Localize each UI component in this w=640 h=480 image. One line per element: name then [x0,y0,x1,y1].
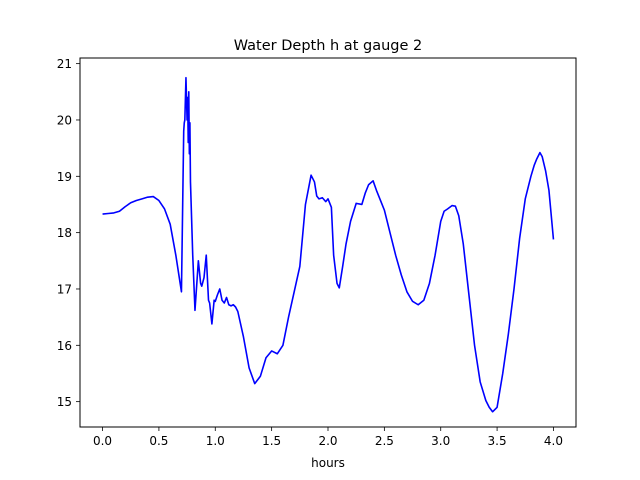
y-tick-label: 20 [57,113,72,127]
y-tick-label: 15 [57,395,72,409]
x-tick-label: 1.0 [206,434,225,448]
x-tick-label: 2.5 [375,434,394,448]
y-tick-label: 19 [57,170,72,184]
y-tick-label: 18 [57,226,72,240]
series-layer [102,76,555,413]
x-tick-label: 4.0 [544,434,563,448]
chart-title: Water Depth h at gauge 2 [234,38,422,54]
x-tick-label: 3.5 [488,434,507,448]
x-axis: 0.0 0.5 1.0 1.5 2.0 2.5 3.0 3.5 4.0 [93,427,563,448]
x-tick-label: 0.0 [93,434,112,448]
y-tick-label: 21 [57,57,72,71]
x-axis-label: hours [311,456,345,470]
x-tick-label: 1.5 [262,434,281,448]
x-tick-label: 2.0 [318,434,337,448]
y-tick-label: 17 [57,282,72,296]
y-tick-label: 16 [57,339,72,353]
x-tick-label: 3.0 [431,434,450,448]
x-tick-label: 0.5 [149,434,168,448]
series-line-0 [102,76,555,413]
y-axis: 15 16 17 18 19 20 21 [57,57,80,409]
